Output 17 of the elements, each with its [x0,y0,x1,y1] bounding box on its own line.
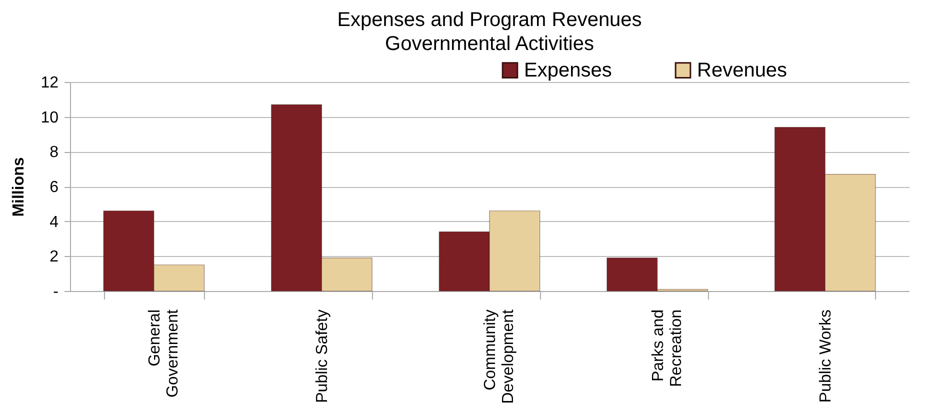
legend-label: Expenses [524,59,612,82]
y-tick-label: 2 [50,248,59,266]
y-tick-label: 12 [40,74,59,92]
x-tick-label: Public Safety [314,310,332,403]
legend-label: Revenues [697,59,788,82]
y-tick-label: 8 [50,144,59,162]
y-tick-label: 6 [50,179,59,196]
x-tick-label: Community Development [482,308,517,404]
x-tick-label: Public Works [818,310,835,403]
y-tick-label: - [53,284,58,300]
y-tick-label: 10 [40,109,59,126]
chart-subtitle: Governmental Activities [385,33,594,55]
y-tick-label: 4 [50,214,59,231]
chart-title: Expenses and Program Revenues [337,9,642,31]
x-tick-label: General Government [146,308,182,398]
y-axis-title: Millions [10,157,28,217]
x-tick-label: Parks and Recreation [650,310,685,387]
